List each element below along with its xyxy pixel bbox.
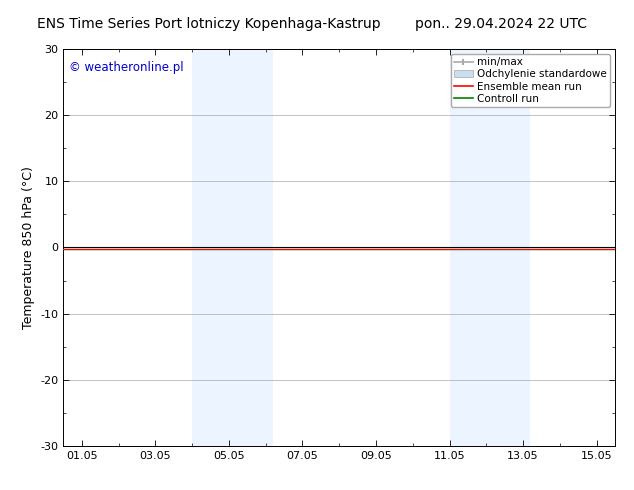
Bar [192,49,273,446]
Text: © weatheronline.pl: © weatheronline.pl [69,61,183,74]
Bar [450,49,531,446]
Y-axis label: Temperature 850 hPa (°C): Temperature 850 hPa (°C) [22,166,35,329]
Text: pon.. 29.04.2024 22 UTC: pon.. 29.04.2024 22 UTC [415,17,587,31]
Text: ENS Time Series Port lotniczy Kopenhaga-Kastrup: ENS Time Series Port lotniczy Kopenhaga-… [37,17,381,31]
Legend: min/max, Odchylenie standardowe, Ensemble mean run, Controll run: min/max, Odchylenie standardowe, Ensembl… [451,54,610,107]
